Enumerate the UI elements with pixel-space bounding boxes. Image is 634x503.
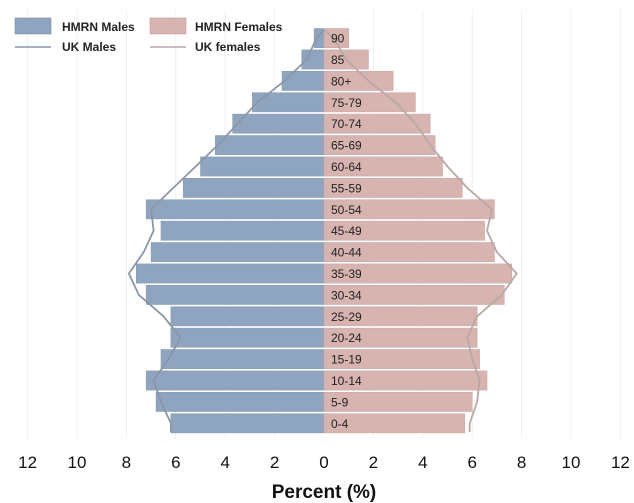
x-tick-label: 8 xyxy=(517,453,526,472)
bars-group xyxy=(136,28,512,434)
bar-hmrn-females-50-54 xyxy=(323,199,495,220)
legend: HMRN Males HMRN Females UK Males UK fema… xyxy=(14,17,283,54)
x-tick-label: 0 xyxy=(319,453,328,472)
bar-hmrn-males-45-49 xyxy=(160,220,325,241)
category-label: 15-19 xyxy=(331,353,362,367)
category-label: 90 xyxy=(331,32,345,46)
bar-hmrn-males-85 xyxy=(301,49,325,70)
category-label: 65-69 xyxy=(331,139,362,153)
bar-hmrn-females-70-74 xyxy=(323,113,431,134)
x-tick-label: 2 xyxy=(369,453,378,472)
category-labels: 0-4 5-9 10-14 15-19 20-24 25-29 30-34 35-39 40-4… xyxy=(331,32,362,431)
x-tick-label: 2 xyxy=(270,453,279,472)
category-label: 10-14 xyxy=(331,374,362,388)
bar-hmrn-males-10-14 xyxy=(145,370,325,391)
bar-hmrn-males-5-9 xyxy=(155,392,325,412)
category-label: 40-44 xyxy=(331,246,362,260)
x-tick-label: 12 xyxy=(18,453,37,472)
category-label: 80+ xyxy=(331,74,351,88)
category-label: 50-54 xyxy=(331,203,362,217)
category-label: 35-39 xyxy=(331,267,362,281)
x-tick-label: 12 xyxy=(611,453,630,472)
x-tick-label: 4 xyxy=(418,453,427,472)
bar-hmrn-females-40-44 xyxy=(323,242,495,262)
x-axis-label: Percent (%) xyxy=(272,482,377,503)
bar-hmrn-males-50-54 xyxy=(145,199,325,220)
x-tick-label: 10 xyxy=(68,453,87,472)
legend-label-hmrn-females: HMRN Females xyxy=(195,20,283,34)
x-tick-label: 6 xyxy=(467,453,476,472)
lines-group xyxy=(128,28,518,432)
x-tick-labels: 12 10 8 6 4 2 0 2 4 6 8 10 12 xyxy=(18,453,630,472)
category-label: 55-59 xyxy=(331,181,362,195)
legend-swatch-hmrn-males xyxy=(14,17,52,35)
bar-hmrn-females-35-39 xyxy=(323,263,512,284)
category-label: 70-74 xyxy=(331,117,362,131)
bar-hmrn-females-75-79 xyxy=(323,92,416,113)
bar-hmrn-males-25-29 xyxy=(170,306,325,327)
bar-hmrn-males-80+ xyxy=(281,71,325,91)
bar-hmrn-males-20-24 xyxy=(170,327,325,348)
category-label: 45-49 xyxy=(331,224,362,238)
category-label: 20-24 xyxy=(331,331,362,345)
legend-label-uk-males: UK Males xyxy=(62,40,116,54)
category-label: 30-34 xyxy=(331,288,362,302)
category-label: 85 xyxy=(331,53,345,67)
x-tick-label: 8 xyxy=(122,453,131,472)
category-label: 75-79 xyxy=(331,96,362,110)
bar-hmrn-males-0-4 xyxy=(170,413,325,434)
bar-hmrn-males-55-59 xyxy=(182,178,325,198)
bar-hmrn-females-90 xyxy=(323,28,349,48)
line-uk-females xyxy=(323,28,518,432)
bar-hmrn-males-70-74 xyxy=(232,113,325,134)
x-tick-label: 4 xyxy=(220,453,229,472)
category-label: 0-4 xyxy=(331,417,349,431)
legend-label-uk-females: UK females xyxy=(195,40,261,54)
bar-hmrn-females-65-69 xyxy=(323,135,436,155)
bar-hmrn-males-35-39 xyxy=(136,263,325,284)
category-label: 5-9 xyxy=(331,395,349,409)
x-tick-label: 10 xyxy=(562,453,581,472)
line-uk-males xyxy=(128,28,325,432)
bar-hmrn-males-40-44 xyxy=(150,242,325,262)
x-tick-label: 6 xyxy=(171,453,180,472)
bar-hmrn-females-0-4 xyxy=(323,413,466,434)
category-label: 60-64 xyxy=(331,160,362,174)
legend-swatch-hmrn-females xyxy=(149,17,187,35)
bar-hmrn-females-10-14 xyxy=(323,370,488,391)
bar-hmrn-females-30-34 xyxy=(323,285,505,305)
legend-label-hmrn-males: HMRN Males xyxy=(62,20,135,34)
bar-hmrn-males-75-79 xyxy=(252,92,325,113)
bar-hmrn-females-5-9 xyxy=(323,392,473,412)
bar-hmrn-females-20-24 xyxy=(323,327,478,348)
bar-hmrn-females-15-19 xyxy=(323,349,480,369)
bar-hmrn-females-45-49 xyxy=(323,220,485,241)
bar-hmrn-females-55-59 xyxy=(323,178,463,198)
bar-hmrn-males-30-34 xyxy=(145,285,325,305)
bar-hmrn-males-60-64 xyxy=(200,156,325,177)
bar-hmrn-males-65-69 xyxy=(215,135,325,155)
category-label: 25-29 xyxy=(331,310,362,324)
bar-hmrn-females-60-64 xyxy=(323,156,443,177)
bar-hmrn-males-15-19 xyxy=(160,349,325,369)
